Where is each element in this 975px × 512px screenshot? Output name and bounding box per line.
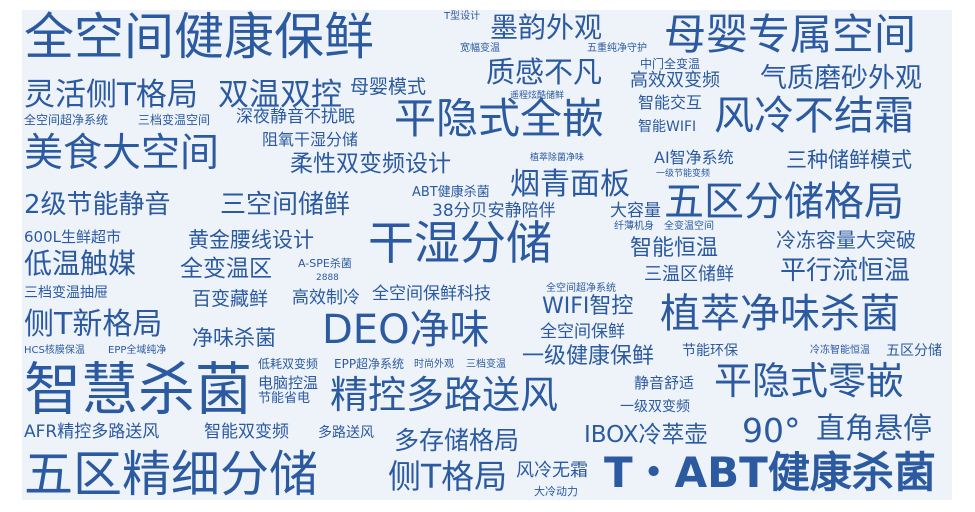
cloud-word: 干湿分储 (368, 216, 552, 270)
cloud-word: 三档变温空间 (138, 113, 211, 127)
cloud-word: 大冷动力 (534, 485, 578, 498)
cloud-word: 智能恒温 (630, 236, 719, 261)
cloud-word: 节能环保 (682, 343, 738, 359)
cloud-word: 植萃除菌净味 (530, 153, 585, 163)
cloud-word: 600L生鲜超市 (24, 228, 121, 246)
cloud-word: 五区精细分储 (24, 446, 319, 500)
cloud-word: 高效双变频 (630, 70, 720, 91)
cloud-word: 侧T格局 (388, 457, 508, 496)
cloud-word: 五区分储 (886, 343, 942, 359)
word-cloud: 全空间健康保鲜 T型设计 墨韵外观 母婴专属空间 宽幅变温 五重纯净守护 灵活侧… (22, 10, 952, 500)
cloud-word: 大容量 (610, 201, 661, 221)
cloud-word: 三档变温 (466, 359, 506, 370)
cloud-word: HCS核膜保温 (24, 345, 85, 356)
cloud-word: 全变温区 (180, 256, 272, 282)
cloud-word: AI智净系统 (654, 148, 734, 167)
cloud-word: 深夜静音不扰眠 (236, 107, 355, 127)
cloud-word: 静音舒适 (634, 374, 695, 392)
cloud-word: 烟青面板 (510, 167, 630, 202)
cloud-word: 电脑控温 (258, 374, 319, 392)
cloud-word: 全空间保鲜 (540, 322, 625, 342)
cloud-word: 高效制冷 (292, 288, 360, 308)
cloud-word: 阻氧干湿分储 (262, 130, 359, 149)
cloud-word: 五区分储格局 (664, 179, 904, 225)
cloud-word: 植萃净味杀菌 (660, 291, 900, 337)
cloud-word: 侧T新格局 (24, 307, 163, 342)
cloud-word: T・ABT健康杀菌 (604, 448, 936, 497)
cloud-word: 中门全变温 (640, 57, 701, 71)
cloud-word: 美食大空间 (24, 131, 220, 176)
cloud-word: DEO净味 (322, 307, 490, 353)
cloud-word: 多存储格局 (394, 426, 520, 455)
cloud-word: 一级双变频 (620, 399, 690, 415)
cloud-word: IBOX冷萃壶 (584, 422, 708, 448)
cloud-word: 净味杀菌 (192, 326, 276, 350)
cloud-word: 智能交互 (638, 93, 703, 112)
cloud-word: 平隐式零嵌 (714, 359, 905, 403)
cloud-word: 2888 (316, 273, 339, 283)
cloud-word: 三档变温抽屉 (24, 285, 108, 301)
cloud-word: 直角悬停 (816, 411, 933, 445)
cloud-word: 风冷无霜 (516, 460, 588, 481)
cloud-word: 一级节能变频 (656, 169, 711, 179)
cloud-word: 风冷不结霜 (714, 93, 914, 139)
cloud-word: 时尚外观 (414, 359, 454, 370)
cloud-word: 三空间储鲜 (220, 190, 351, 220)
cloud-word: 2级节能静音 (24, 190, 171, 220)
cloud-word: 平行流恒温 (780, 256, 911, 286)
cloud-word: 质感不凡 (486, 55, 603, 89)
cloud-word: 全空间保鲜科技 (372, 284, 491, 304)
cloud-word: AFR精控多路送风 (24, 422, 160, 442)
cloud-word: T型设计 (444, 11, 481, 22)
cloud-word: 遥程炫酷储鲜 (510, 91, 565, 101)
cloud-word: 全变温空间 (664, 221, 714, 232)
cloud-word: 三种储鲜模式 (786, 148, 912, 172)
cloud-word: 五重纯净守护 (587, 43, 647, 54)
cloud-word: 全空间超净系统 (546, 283, 616, 294)
cloud-word: 纤薄机身 (614, 221, 654, 232)
cloud-word: 智能WIFI (638, 119, 697, 135)
cloud-word: 宽幅变温 (460, 43, 500, 54)
cloud-word: WIFI智控 (542, 294, 634, 319)
cloud-word: EPP超净系统 (334, 357, 405, 371)
cloud-word: 节能省电 (258, 391, 311, 406)
cloud-word: 黄金腰线设计 (188, 228, 314, 252)
cloud-word: 全空间健康保鲜 (24, 10, 374, 66)
cloud-word: 墨韵外观 (490, 11, 603, 44)
cloud-word: 母婴模式 (350, 76, 427, 98)
cloud-word: 平隐式全嵌 (394, 94, 605, 143)
cloud-word: 低温触媒 (24, 247, 137, 280)
cloud-word: 智能双变频 (204, 422, 289, 442)
cloud-word: 冷冻容量大突破 (776, 228, 916, 252)
cloud-word: 灵活侧T格局 (24, 77, 198, 113)
cloud-word: 百变藏鲜 (192, 288, 269, 310)
cloud-word: 精控多路送风 (330, 373, 559, 417)
cloud-word: 90° (742, 411, 801, 450)
cloud-word: 柔性双变频设计 (290, 151, 451, 177)
cloud-word: 低耗双变频 (258, 357, 319, 371)
cloud-word: EPP全域纯净 (108, 345, 167, 356)
cloud-word: 38分贝安静陪伴 (432, 201, 556, 221)
cloud-word: 一级健康保鲜 (522, 344, 655, 369)
cloud-word: 多路送风 (318, 425, 374, 441)
cloud-word: ABT健康杀菌 (412, 185, 490, 200)
cloud-word: 三温区储鲜 (644, 264, 734, 285)
cloud-word: 全空间超净系统 (24, 113, 109, 127)
cloud-word: 母婴专属空间 (664, 10, 917, 59)
cloud-word: 智慧杀菌 (24, 357, 252, 423)
cloud-word: 冷冻智能恒温 (810, 345, 870, 356)
cloud-word: 气质磨砂外观 (760, 63, 922, 94)
cloud-word: 双温双控 (218, 77, 342, 113)
cloud-word: A-SPE杀菌 (298, 257, 352, 270)
